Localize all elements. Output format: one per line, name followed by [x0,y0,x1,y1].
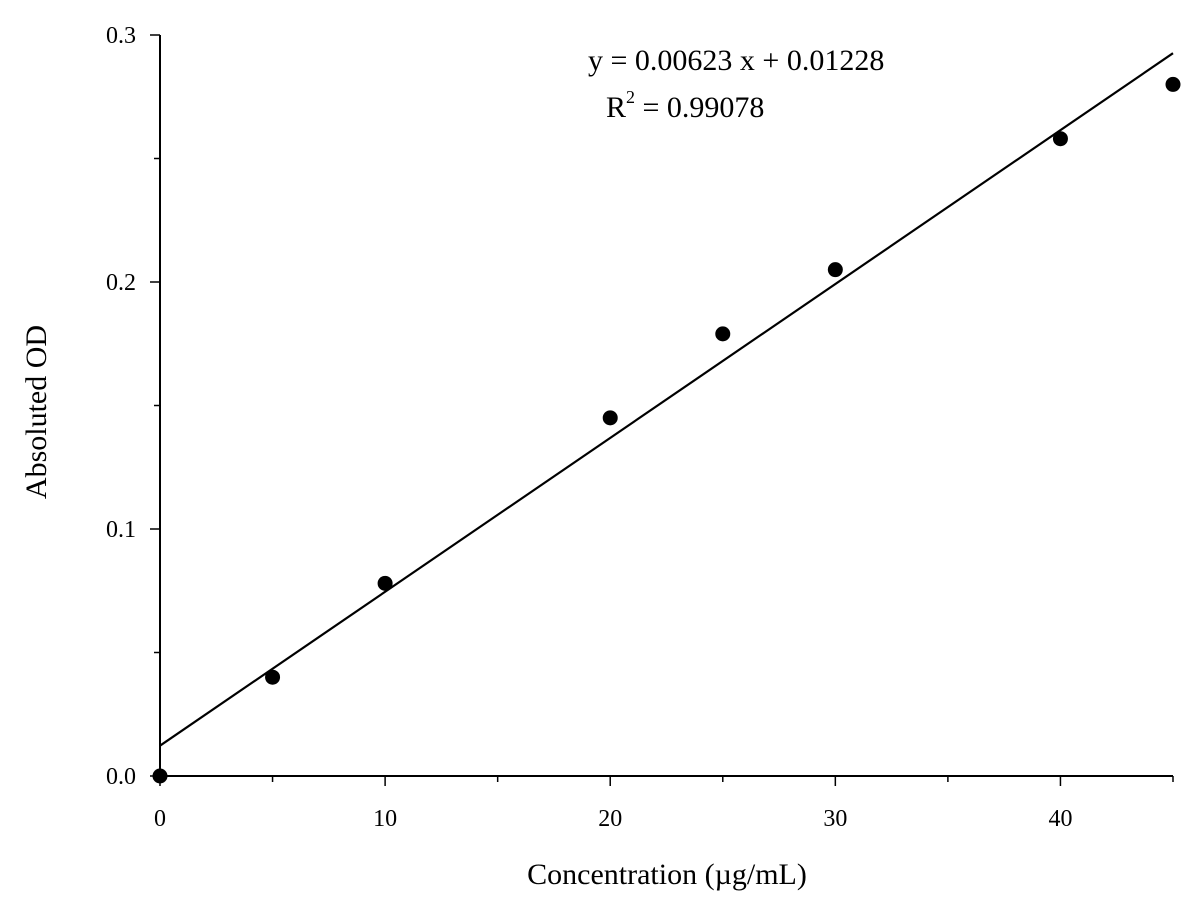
x-tick-label: 20 [598,806,622,832]
r-squared-base: R [606,91,626,124]
data-point [265,669,281,685]
r-squared-value: = 0.99078 [635,91,764,124]
y-tick-label: 0.2 [106,270,136,296]
data-points [152,76,1181,784]
x-tick-label: 30 [823,806,847,832]
fit-equation: y = 0.00623 x + 0.01228 [588,44,884,77]
fit-line [159,52,1174,747]
y-axis-title: Absoluted OD [20,325,53,499]
r-squared: R2 = 0.99078 [606,87,764,124]
data-point [1165,76,1181,92]
data-point [827,262,843,278]
data-point [602,410,618,426]
data-point [1052,131,1068,147]
data-point [377,575,393,591]
y-tick-label: 0.0 [106,764,136,790]
x-axis-title: Concentration (µg/mL) [527,858,807,891]
r-squared-exponent: 2 [626,87,635,107]
x-tick-label: 40 [1048,806,1072,832]
y-tick-label: 0.1 [106,517,136,543]
x-tick-label: 0 [154,806,166,832]
x-tick-label: 10 [373,806,397,832]
tick-labels: 0 10 20 30 40 0.0 0.1 0.2 0.3 [106,23,1072,832]
data-point [715,326,731,342]
y-tick-label: 0.3 [106,23,136,49]
axis-ticks [150,34,1174,786]
